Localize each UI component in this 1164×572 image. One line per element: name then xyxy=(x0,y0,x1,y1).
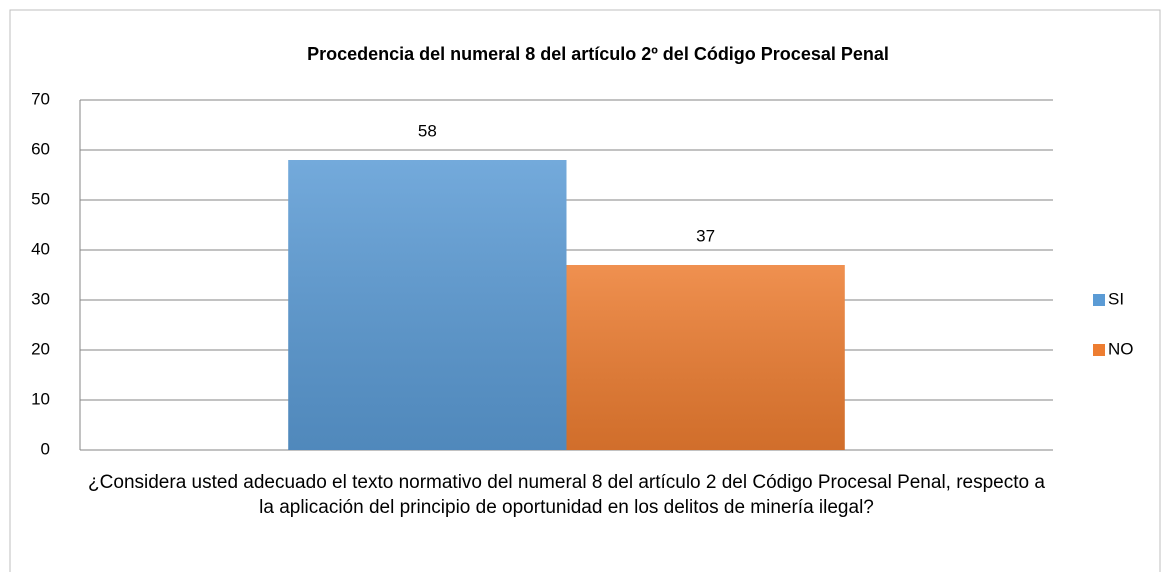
y-tick-label: 0 xyxy=(41,439,50,458)
y-tick-label: 10 xyxy=(31,389,50,408)
x-category-label: ¿Considera usted adecuado el texto norma… xyxy=(88,472,1045,518)
bar-shading xyxy=(566,265,845,450)
y-tick-label: 60 xyxy=(31,139,50,158)
legend-swatch xyxy=(1093,344,1105,356)
data-label: 37 xyxy=(696,226,715,245)
legend-swatch xyxy=(1093,294,1105,306)
data-label: 58 xyxy=(418,121,437,140)
bar-shading xyxy=(288,160,567,450)
y-tick-label: 40 xyxy=(31,239,50,258)
y-tick-label: 50 xyxy=(31,189,50,208)
y-tick-label: 70 xyxy=(31,89,50,108)
legend-label: NO xyxy=(1108,339,1134,358)
y-tick-label: 30 xyxy=(31,289,50,308)
chart-title: Procedencia del numeral 8 del artículo 2… xyxy=(307,44,889,64)
chart-frame xyxy=(9,9,1161,572)
y-tick-label: 20 xyxy=(31,339,50,358)
legend-label: SI xyxy=(1108,289,1124,308)
